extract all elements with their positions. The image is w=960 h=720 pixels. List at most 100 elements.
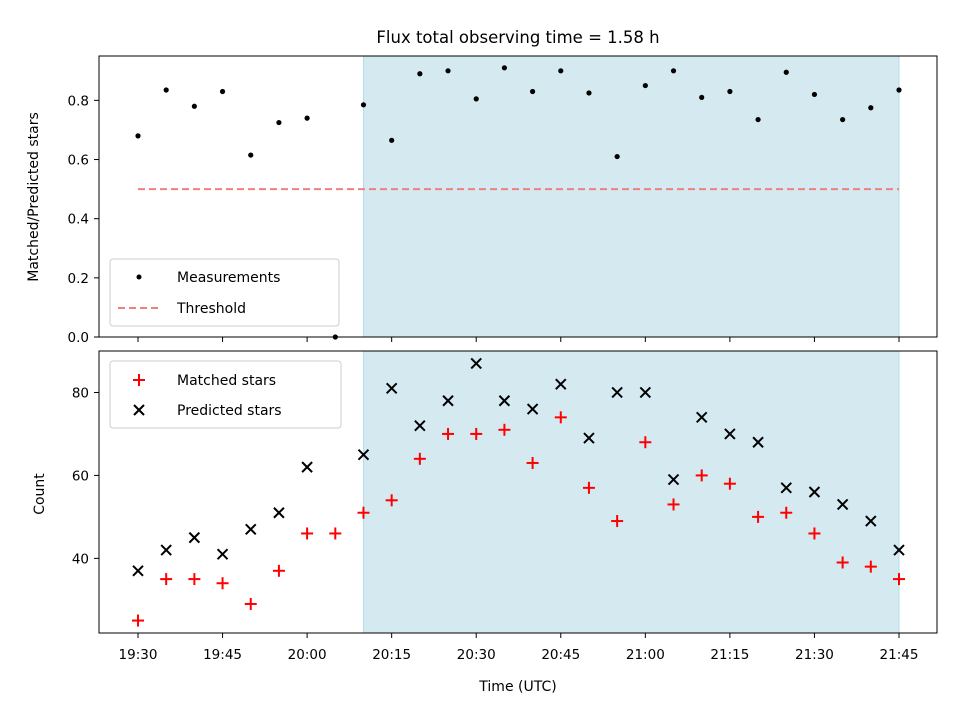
legend-predicted-marker bbox=[133, 404, 145, 416]
matched-point bbox=[132, 614, 144, 627]
predicted-point bbox=[132, 565, 144, 577]
bottom-y-axis-label: Count bbox=[32, 473, 48, 515]
top-y-tick-label: 0.4 bbox=[68, 212, 89, 228]
bottom-legend-box bbox=[109, 360, 342, 429]
top-y-tick-label: 0.2 bbox=[68, 271, 89, 287]
matched-point bbox=[695, 469, 708, 482]
measurement-point bbox=[840, 116, 846, 123]
x-tick-label: 21:00 bbox=[626, 647, 665, 663]
legend-threshold-label: Threshold bbox=[176, 301, 246, 317]
predicted-point bbox=[160, 544, 172, 556]
bottom-axes-frame bbox=[98, 350, 938, 634]
chart-title: Flux total observing time = 1.58 h bbox=[376, 28, 659, 47]
predicted-point bbox=[498, 395, 511, 407]
measurement-point bbox=[614, 153, 620, 160]
measurement-point bbox=[445, 68, 451, 74]
x-tick-label: 20:30 bbox=[457, 647, 496, 663]
predicted-point bbox=[301, 461, 313, 473]
matched-point bbox=[864, 560, 877, 573]
matched-point bbox=[357, 506, 370, 519]
measurement-point bbox=[276, 119, 282, 126]
bottom-x-ticks: 19:30 19:45 20:00 20:15 20:30 20:45 21:00 21:15… bbox=[119, 633, 919, 663]
matched-point bbox=[639, 436, 652, 449]
legend-matched-marker bbox=[133, 374, 145, 386]
bottom-y-tick-label: 40 bbox=[72, 551, 89, 567]
predicted-point bbox=[414, 419, 426, 432]
top-legend: Measurements Threshold bbox=[109, 258, 340, 327]
measurement-point bbox=[783, 69, 789, 75]
matched-point bbox=[216, 577, 229, 590]
top-y-tick-label: 0.6 bbox=[68, 153, 89, 169]
measurement-point bbox=[163, 87, 169, 93]
bottom-shaded-region bbox=[362, 350, 900, 634]
measurement-point bbox=[586, 90, 592, 96]
predicted-point bbox=[442, 395, 454, 407]
x-tick-label: 20:15 bbox=[372, 647, 411, 663]
matched-point bbox=[329, 527, 342, 540]
predicted-point bbox=[357, 448, 370, 461]
measurement-point bbox=[529, 88, 536, 95]
predicted-point bbox=[245, 523, 257, 536]
predicted-point bbox=[865, 515, 877, 527]
measurement-point bbox=[811, 91, 818, 98]
top-axes-frame bbox=[98, 55, 938, 338]
top-legend-box bbox=[109, 258, 340, 327]
matched-point bbox=[582, 481, 595, 494]
x-tick-label: 21:30 bbox=[795, 647, 834, 663]
predicted-point bbox=[724, 428, 736, 440]
bottom-y-ticks: 40 60 80 bbox=[72, 385, 99, 567]
predicted-point bbox=[526, 403, 539, 415]
matched-point bbox=[160, 573, 173, 586]
predicted-point bbox=[273, 507, 285, 519]
x-tick-label: 19:45 bbox=[203, 647, 242, 663]
measurement-point bbox=[389, 137, 395, 143]
top-x-ticks bbox=[137, 337, 900, 342]
predicted-point bbox=[808, 486, 821, 498]
predicted-point bbox=[611, 386, 623, 399]
x-tick-label: 21:45 bbox=[880, 647, 919, 663]
matched-point bbox=[780, 506, 793, 519]
predicted-point bbox=[893, 544, 905, 556]
top-y-axis-label: Matched/Predicted stars bbox=[26, 112, 42, 282]
measurement-point bbox=[896, 87, 902, 93]
matched-point bbox=[723, 477, 736, 490]
measurement-point bbox=[501, 65, 508, 71]
bottom-marks bbox=[132, 357, 905, 627]
measurement-point bbox=[727, 88, 733, 95]
matched-point bbox=[667, 498, 680, 511]
predicted-point bbox=[695, 411, 708, 424]
legend-matched-label: Matched stars bbox=[177, 373, 276, 389]
measurement-point bbox=[473, 96, 479, 102]
top-y-tick-label: 0.0 bbox=[68, 330, 89, 346]
measurement-point bbox=[558, 68, 564, 74]
matched-point bbox=[442, 427, 455, 440]
measurement-point bbox=[868, 105, 874, 111]
matched-point bbox=[470, 427, 483, 440]
matched-point bbox=[808, 527, 821, 540]
measurement-point bbox=[219, 88, 226, 95]
measurement-point bbox=[670, 68, 677, 74]
predicted-point bbox=[470, 357, 482, 370]
matched-point bbox=[188, 573, 201, 586]
matched-point bbox=[611, 515, 624, 528]
predicted-point bbox=[752, 436, 764, 448]
matched-point bbox=[836, 556, 849, 569]
matched-point bbox=[385, 494, 398, 507]
measurement-point bbox=[642, 82, 648, 89]
x-tick-label: 20:45 bbox=[541, 647, 580, 663]
measurement-point bbox=[191, 103, 197, 109]
x-tick-label: 21:15 bbox=[710, 647, 749, 663]
matched-point bbox=[554, 411, 567, 424]
predicted-point bbox=[583, 432, 595, 444]
top-y-tick-label: 0.8 bbox=[68, 93, 89, 109]
matched-point bbox=[752, 510, 765, 523]
bottom-panel: 40 60 80 19:30 19:45 20:00 20:15 20:30 20:45 21:… bbox=[32, 350, 938, 695]
top-shaded-region bbox=[362, 55, 900, 338]
measurement-point bbox=[699, 94, 705, 101]
bottom-y-tick-label: 80 bbox=[72, 385, 89, 401]
matched-point bbox=[272, 564, 285, 577]
predicted-point bbox=[188, 531, 201, 544]
matched-point bbox=[526, 456, 539, 469]
top-panel: 0.00.20.40.60.8 Matched/Predicted stars … bbox=[26, 55, 938, 346]
predicted-point bbox=[555, 378, 567, 390]
